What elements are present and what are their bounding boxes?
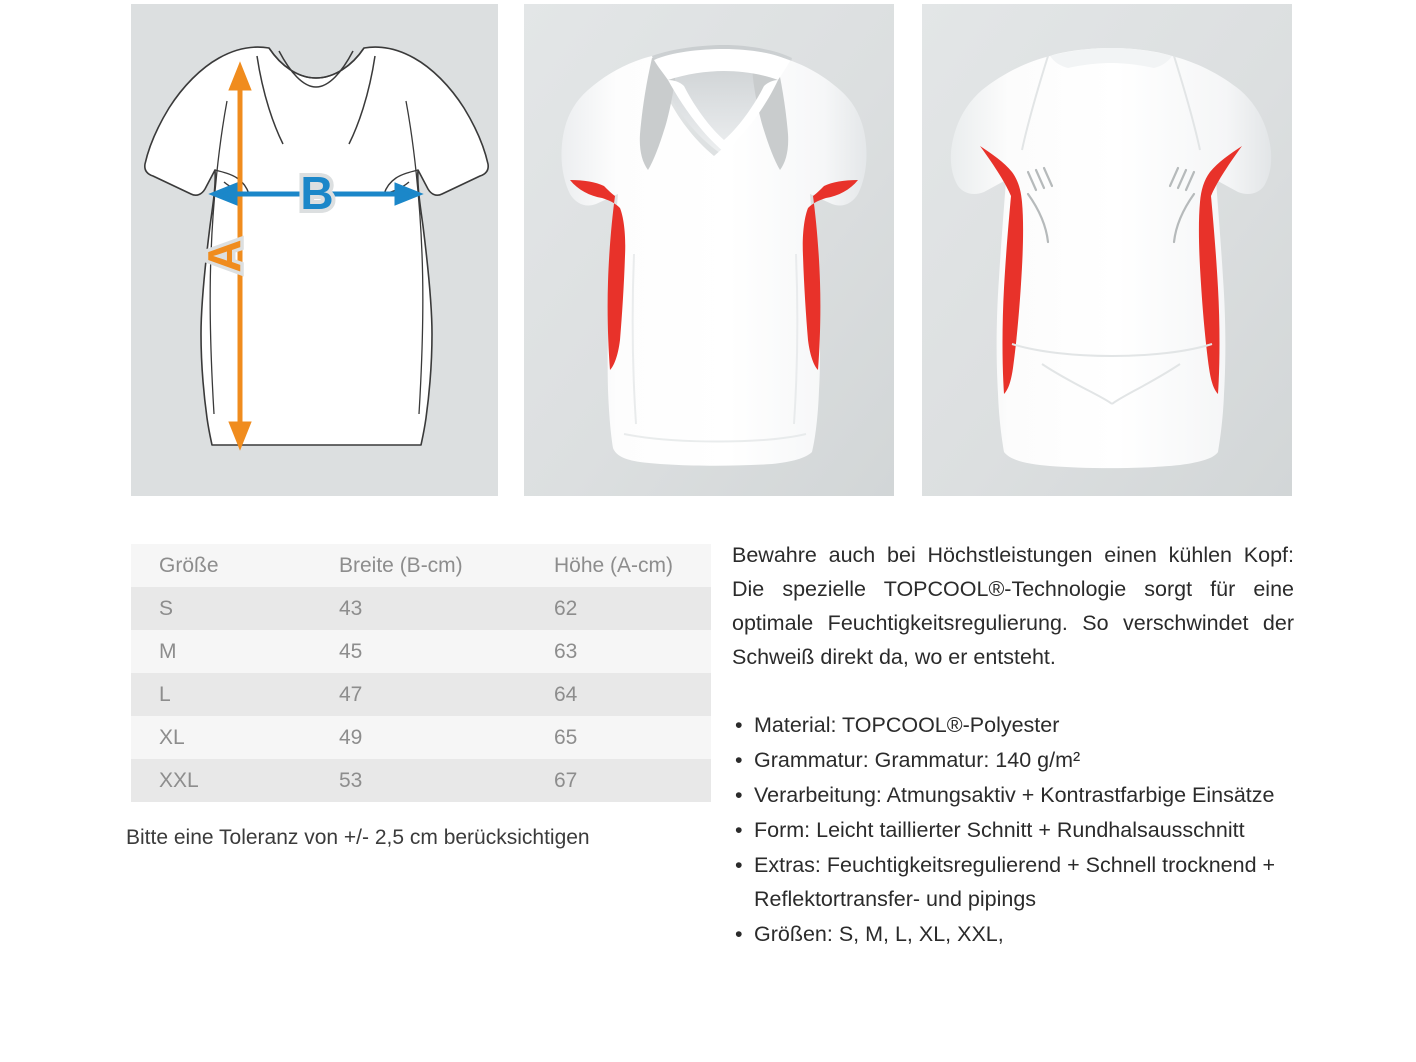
shirt-back-svg — [922, 4, 1292, 496]
tolerance-note: Bitte eine Toleranz von +/- 2,5 cm berüc… — [126, 826, 590, 849]
cell-height: 63 — [554, 639, 578, 663]
bullet-icon: • — [735, 748, 743, 772]
cell-size: XL — [159, 725, 185, 749]
cell-height: 67 — [554, 768, 578, 792]
cell-width: 53 — [339, 768, 363, 792]
cell-width: 47 — [339, 682, 363, 706]
list-item: • Verarbeitung: Atmungsaktiv + Kontrastf… — [732, 778, 1294, 812]
list-item-label: Verarbeitung: Atmungsaktiv + Kontrastfar… — [754, 783, 1275, 807]
measure-label-a: A — [198, 239, 250, 272]
column-header-height: Höhe (A-cm) — [554, 553, 674, 577]
cell-width: 49 — [339, 725, 363, 749]
list-item: • Material: TOPCOOL®-Polyester — [732, 708, 1294, 742]
table-row: XL 49 65 — [131, 716, 711, 759]
list-item-label: Form: Leicht taillierter Schnitt + Rundh… — [754, 818, 1245, 842]
cell-width: 45 — [339, 639, 363, 663]
cell-size: XXL — [159, 768, 199, 792]
cell-size: L — [159, 682, 171, 706]
bullet-icon: • — [735, 713, 743, 737]
shirt-front-svg — [524, 4, 894, 496]
cell-size: S — [159, 596, 174, 620]
list-item-label: Größen: S, M, L, XL, XXL, — [754, 922, 1004, 946]
list-item: • Extras: Feuchtigkeitsregulierend + Sch… — [732, 848, 1294, 916]
measure-arrow-a — [228, 61, 252, 451]
shirt-front-photo-panel[interactable] — [524, 4, 894, 496]
bullet-icon: • — [735, 818, 743, 842]
cell-width: 43 — [339, 596, 363, 620]
bullet-icon: • — [735, 853, 743, 877]
table-row: XXL 53 67 — [131, 759, 711, 802]
list-item-label: Extras: Feuchtigkeitsregulierend + Schne… — [754, 853, 1276, 911]
cell-size: M — [159, 639, 177, 663]
list-item: • Form: Leicht taillierter Schnitt + Run… — [732, 813, 1294, 847]
product-description-column: Bewahre auch bei Höchstleistungen einen … — [732, 538, 1294, 952]
column-header-size: Größe — [159, 553, 219, 577]
measure-arrow-b — [208, 182, 424, 206]
table-row: L 47 64 — [131, 673, 711, 716]
list-item-label: Material: TOPCOOL®-Polyester — [754, 713, 1060, 737]
cell-height: 62 — [554, 596, 578, 620]
list-item: • Grammatur: Grammatur: 140 g/m² — [732, 743, 1294, 777]
list-item: • Größen: S, M, L, XL, XXL, — [732, 917, 1294, 951]
measure-label-b: B — [300, 167, 333, 219]
table-row: M 45 63 — [131, 630, 711, 673]
measurement-diagram-svg: A B — [144, 46, 489, 451]
bullet-icon: • — [735, 922, 743, 946]
shirt-back-photo-panel[interactable] — [922, 4, 1292, 496]
product-image-gallery: A B — [0, 0, 1416, 500]
specification-list: • Material: TOPCOOL®-Polyester • Grammat… — [732, 708, 1294, 951]
bullet-icon: • — [735, 783, 743, 807]
list-item-label: Grammatur: Grammatur: 140 g/m² — [754, 748, 1081, 772]
table-header-row: Größe Breite (B-cm) Höhe (A-cm) — [131, 544, 711, 587]
size-chart-table: Größe Breite (B-cm) Höhe (A-cm) S 43 62 … — [131, 544, 711, 802]
table-row: S 43 62 — [131, 587, 711, 630]
cell-height: 65 — [554, 725, 578, 749]
column-header-width: Breite (B-cm) — [339, 553, 463, 577]
cell-height: 64 — [554, 682, 578, 706]
description-paragraph: Bewahre auch bei Höchstleistungen einen … — [732, 543, 1294, 669]
technical-drawing-panel[interactable]: A B — [131, 4, 498, 496]
